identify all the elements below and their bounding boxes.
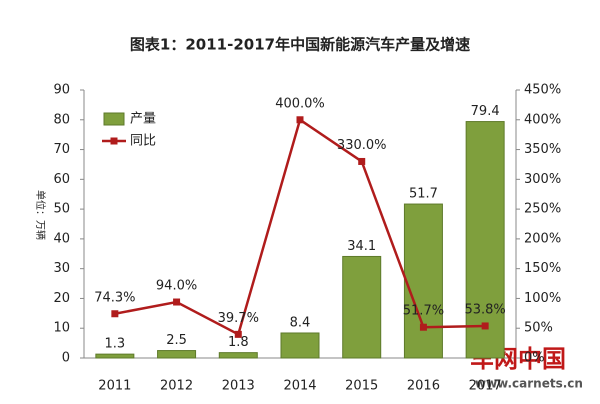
legend-label: 产量: [130, 112, 156, 127]
legend-marker: [110, 137, 118, 145]
line-marker: [296, 116, 304, 124]
y-tick-label: 70: [53, 142, 70, 157]
line-value-label: 53.8%: [464, 302, 505, 317]
bar: [95, 353, 135, 359]
y2-tick-label: 0%: [524, 351, 545, 366]
legend-swatch: [103, 112, 125, 126]
line-marker: [173, 298, 181, 306]
y-tick-label: 60: [53, 172, 70, 187]
y2-tick-label: 300%: [524, 172, 561, 187]
y2-tick-label: 150%: [524, 261, 561, 276]
y-tick-label: 90: [53, 83, 70, 98]
bar-value-label: 8.4: [290, 315, 311, 330]
y-tick-label: 80: [53, 112, 70, 127]
bar: [465, 121, 505, 359]
bar: [218, 352, 258, 359]
line-marker: [234, 330, 242, 338]
y2-tick-label: 350%: [524, 142, 561, 157]
y2-tick-label: 100%: [524, 291, 561, 306]
line-marker: [419, 323, 427, 331]
y2-tick-label: 450%: [524, 83, 561, 98]
y-tick-label: 0: [62, 351, 70, 366]
bar-value-label: 2.5: [166, 333, 187, 348]
bar-value-label: 79.4: [471, 104, 500, 119]
bar: [280, 332, 320, 359]
y2-tick-label: 250%: [524, 202, 561, 217]
line-value-label: 51.7%: [403, 304, 444, 319]
x-tick-label: 2016: [407, 379, 440, 394]
bar: [157, 350, 197, 359]
x-tick-label: 2017: [469, 379, 502, 394]
y2-tick-label: 50%: [524, 321, 553, 336]
bar-value-label: 1.3: [105, 337, 126, 352]
x-tick-label: 2015: [345, 379, 378, 394]
y-tick-label: 40: [53, 231, 70, 246]
line-marker: [481, 322, 489, 330]
y-tick-label: 30: [53, 261, 70, 276]
y-tick-label: 10: [53, 321, 70, 336]
line-marker: [358, 157, 366, 165]
bar: [403, 203, 443, 359]
line-marker: [111, 310, 119, 318]
x-tick-label: 2013: [222, 379, 255, 394]
y2-tick-label: 200%: [524, 231, 561, 246]
bar-value-label: 51.7: [409, 187, 438, 202]
y2-tick-label: 400%: [524, 112, 561, 127]
line-value-label: 330.0%: [337, 138, 387, 153]
y-axis-label: 单位：万辆: [34, 190, 47, 240]
x-tick-label: 2012: [160, 379, 193, 394]
bar: [342, 255, 382, 359]
y-tick-label: 20: [53, 291, 70, 306]
bar-value-label: 34.1: [347, 239, 376, 254]
bar-value-label: 1.8: [228, 335, 249, 350]
line-value-label: 74.3%: [94, 290, 135, 305]
line-value-label: 94.0%: [156, 279, 197, 294]
chart-title: 图表1：2011-2017年中国新能源汽车产量及增速: [130, 36, 470, 54]
line-value-label: 39.7%: [218, 311, 259, 326]
x-tick-label: 2011: [98, 379, 131, 394]
line-value-label: 400.0%: [275, 96, 325, 111]
legend-label: 同比: [130, 134, 156, 149]
x-tick-label: 2014: [283, 379, 316, 394]
watermark-url: www.carnets.cn: [475, 377, 583, 391]
y-tick-label: 50: [53, 202, 70, 217]
